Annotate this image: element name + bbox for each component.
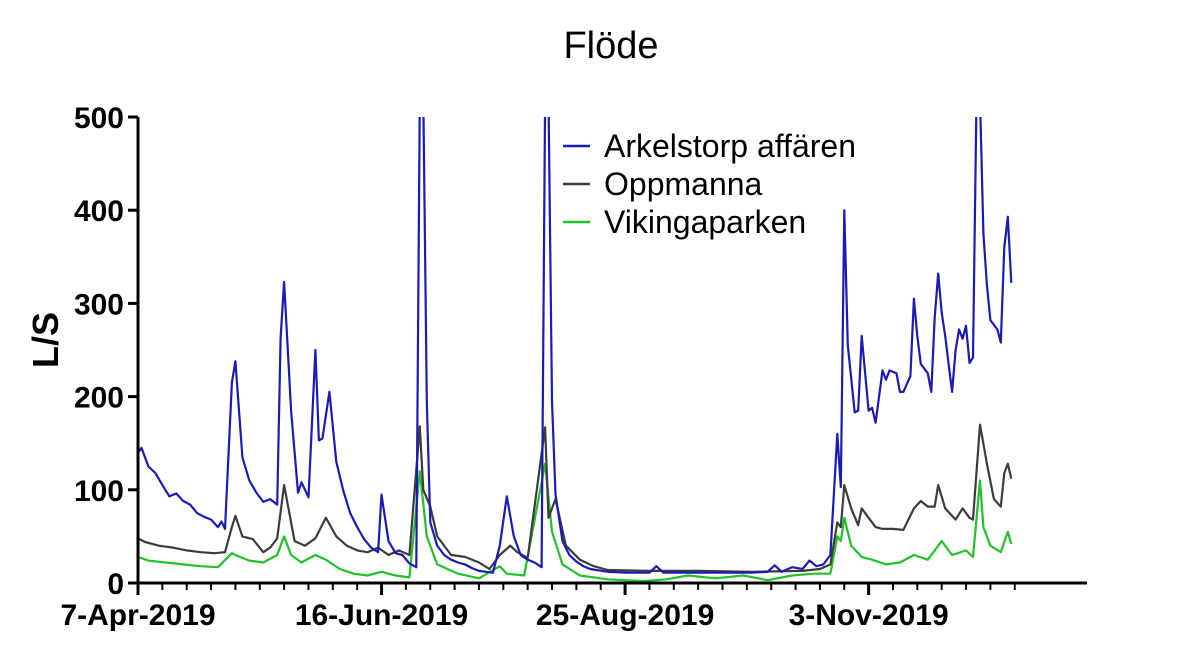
plot-lines (138, 117, 1013, 583)
series-line-oppmanna (138, 423, 1013, 573)
x-tick-label: 16-Jun-2019 (295, 599, 468, 632)
legend-label: Vikingaparken (604, 204, 806, 240)
y-axis-label: L/S (25, 312, 66, 368)
series-line-vikingaparken (138, 462, 1013, 583)
axes: 0 100 200 300 400 500 7-Apr-2019 16-Jun-2019 25-… (60, 102, 1087, 632)
y-tick-label: 300 (74, 288, 124, 321)
y-tick-label: 500 (74, 102, 124, 135)
y-tick-label: 400 (74, 195, 124, 228)
x-tick-label: 25-Aug-2019 (536, 599, 714, 632)
legend-label: Oppmanna (604, 166, 763, 202)
y-tick-label: 200 (74, 382, 124, 415)
x-tick-label: 7-Apr-2019 (60, 599, 215, 632)
chart-title: Flöde (563, 25, 658, 67)
legend-label: Arkelstorp affären (604, 128, 856, 164)
y-tick-label: 0 (107, 568, 124, 601)
y-tick-label: 100 (74, 475, 124, 508)
x-tick-label: 3-Nov-2019 (789, 599, 949, 632)
series-line-arkelstorp-aff-ren (138, 117, 1013, 574)
